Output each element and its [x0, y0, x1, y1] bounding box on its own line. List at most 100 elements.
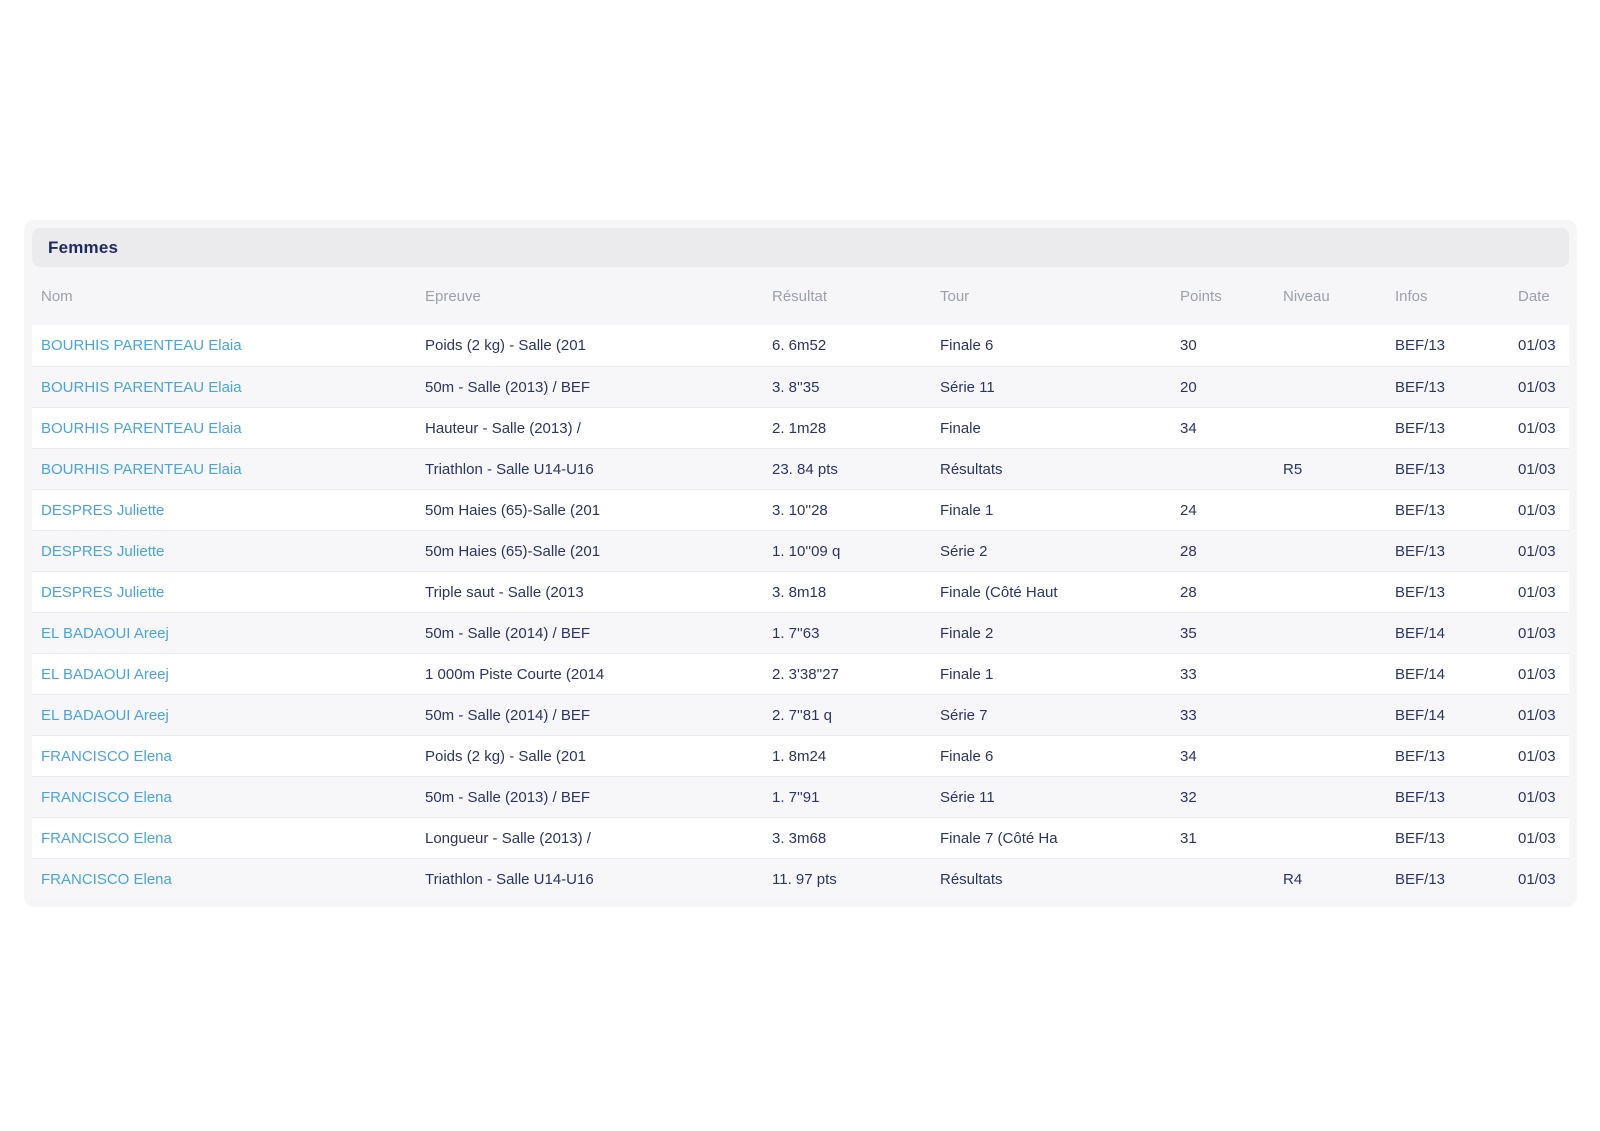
- cell-niveau: R5: [1283, 460, 1303, 478]
- table-row: EL BADAOUI Areej 50m - Salle (2014) / BE…: [32, 612, 1569, 653]
- cell-tour: Finale (Côté Haut: [940, 583, 1058, 601]
- cell-resultat: 2. 1m28: [772, 419, 827, 437]
- cell-points: 34: [1180, 747, 1197, 765]
- cell-nom: BOURHIS PARENTEAU Elaia: [32, 461, 416, 478]
- cell-tour: Série 11: [940, 788, 995, 806]
- table-row: BOURHIS PARENTEAU Elaia Hauteur - Salle …: [32, 407, 1569, 448]
- cell-resultat: 3. 3m68: [772, 829, 827, 847]
- column-header-niveau: Niveau: [1283, 287, 1330, 305]
- cell-epreuve: Poids (2 kg) - Salle (201: [425, 337, 586, 354]
- cell-date: 01/03: [1518, 337, 1556, 354]
- athlete-name-link[interactable]: FRANCISCO Elena: [41, 788, 172, 806]
- cell-date: 01/03: [1518, 870, 1556, 888]
- cell-infos: BEF/13: [1395, 460, 1446, 478]
- athlete-name-link[interactable]: BOURHIS PARENTEAU Elaia: [41, 378, 242, 396]
- cell-points: 32: [1180, 788, 1197, 806]
- athlete-name-link[interactable]: DESPRES Juliette: [41, 542, 165, 560]
- results-panel: Femmes Nom Epreuve Résultat Tour Points …: [24, 220, 1577, 907]
- cell-tour: Finale 1: [940, 665, 994, 683]
- cell-resultat: 3. 10''28: [772, 501, 828, 519]
- cell-nom: BOURHIS PARENTEAU Elaia: [32, 337, 416, 354]
- table-row: FRANCISCO Elena Longueur - Salle (2013) …: [32, 817, 1569, 858]
- table-row: EL BADAOUI Areej 1 000m Piste Courte (20…: [32, 653, 1569, 694]
- athlete-name-link[interactable]: FRANCISCO Elena: [41, 870, 172, 888]
- athlete-name-link[interactable]: EL BADAOUI Areej: [41, 665, 169, 683]
- cell-points: 35: [1180, 624, 1197, 642]
- cell-epreuve: Triathlon - Salle U14-U16: [425, 460, 594, 478]
- cell-points: 30: [1180, 337, 1197, 354]
- cell-tour: Finale 1: [940, 501, 994, 519]
- athlete-name-link[interactable]: FRANCISCO Elena: [41, 747, 172, 765]
- cell-tour: Finale 2: [940, 624, 994, 642]
- table-row: FRANCISCO Elena Poids (2 kg) - Salle (20…: [32, 735, 1569, 776]
- cell-infos: BEF/13: [1395, 870, 1446, 888]
- athlete-name-link[interactable]: DESPRES Juliette: [41, 501, 165, 519]
- column-header-resultat: Résultat: [772, 287, 828, 305]
- cell-epreuve: 50m - Salle (2013) / BEF: [425, 378, 591, 396]
- cell-resultat: 2. 7''81 q: [772, 706, 832, 724]
- cell-nom: FRANCISCO Elena: [32, 871, 416, 888]
- cell-points: 24: [1180, 501, 1197, 519]
- cell-nom: BOURHIS PARENTEAU Elaia: [32, 420, 416, 437]
- cell-tour: Finale 6: [940, 747, 994, 765]
- cell-infos: BEF/13: [1395, 829, 1446, 847]
- cell-epreuve: 50m - Salle (2014) / BEF: [425, 624, 591, 642]
- cell-epreuve: Hauteur - Salle (2013) /: [425, 419, 581, 437]
- table-row: BOURHIS PARENTEAU Elaia Triathlon - Sall…: [32, 448, 1569, 489]
- column-header-nom: Nom: [41, 287, 73, 305]
- athlete-name-link[interactable]: BOURHIS PARENTEAU Elaia: [41, 337, 242, 354]
- table-row: DESPRES Juliette Triple saut - Salle (20…: [32, 571, 1569, 612]
- athlete-name-link[interactable]: DESPRES Juliette: [41, 583, 165, 601]
- cell-date: 01/03: [1518, 419, 1556, 437]
- cell-epreuve: 50m - Salle (2014) / BEF: [425, 706, 591, 724]
- cell-infos: BEF/13: [1395, 501, 1446, 519]
- table-row: BOURHIS PARENTEAU Elaia 50m - Salle (201…: [32, 366, 1569, 407]
- cell-points: 33: [1180, 665, 1197, 683]
- cell-resultat: 23. 84 pts: [772, 460, 838, 478]
- cell-epreuve: Triathlon - Salle U14-U16: [425, 870, 594, 888]
- cell-nom: EL BADAOUI Areej: [32, 625, 416, 642]
- cell-nom: DESPRES Juliette: [32, 584, 416, 601]
- cell-resultat: 3. 8m18: [772, 583, 827, 601]
- table-header-row: Nom Epreuve Résultat Tour Points Niveau …: [32, 267, 1569, 325]
- cell-resultat: 1. 7''63: [772, 624, 820, 642]
- table-row: EL BADAOUI Areej 50m - Salle (2014) / BE…: [32, 694, 1569, 735]
- cell-nom: DESPRES Juliette: [32, 502, 416, 519]
- cell-date: 01/03: [1518, 747, 1556, 765]
- athlete-name-link[interactable]: BOURHIS PARENTEAU Elaia: [41, 419, 242, 437]
- athlete-name-link[interactable]: FRANCISCO Elena: [41, 829, 172, 847]
- cell-epreuve: 50m Haies (65)-Salle (201: [425, 501, 601, 519]
- cell-date: 01/03: [1518, 706, 1556, 724]
- table-row: DESPRES Juliette 50m Haies (65)-Salle (2…: [32, 530, 1569, 571]
- cell-niveau: R4: [1283, 870, 1303, 888]
- cell-tour: Finale 7 (Côté Ha: [940, 829, 1058, 847]
- cell-tour: Série 2: [940, 542, 988, 560]
- athlete-name-link[interactable]: EL BADAOUI Areej: [41, 706, 169, 724]
- column-header-infos: Infos: [1395, 287, 1428, 305]
- cell-infos: BEF/13: [1395, 542, 1446, 560]
- athlete-name-link[interactable]: EL BADAOUI Areej: [41, 624, 169, 642]
- cell-infos: BEF/13: [1395, 378, 1446, 396]
- cell-epreuve: 1 000m Piste Courte (2014: [425, 665, 605, 683]
- cell-points: 28: [1180, 542, 1197, 560]
- cell-date: 01/03: [1518, 378, 1556, 396]
- cell-points: 31: [1180, 829, 1197, 847]
- cell-resultat: 1. 7''91: [772, 788, 820, 806]
- cell-epreuve: Triple saut - Salle (2013: [425, 583, 584, 601]
- cell-date: 01/03: [1518, 542, 1556, 560]
- cell-resultat: 6. 6m52: [772, 337, 827, 354]
- athlete-name-link[interactable]: BOURHIS PARENTEAU Elaia: [41, 460, 242, 478]
- cell-date: 01/03: [1518, 460, 1556, 478]
- cell-date: 01/03: [1518, 788, 1556, 806]
- table-body: BOURHIS PARENTEAU Elaia Poids (2 kg) - S…: [32, 325, 1569, 899]
- cell-nom: BOURHIS PARENTEAU Elaia: [32, 379, 416, 396]
- cell-resultat: 2. 3'38''27: [772, 665, 839, 683]
- cell-epreuve: 50m - Salle (2013) / BEF: [425, 788, 591, 806]
- cell-tour: Résultats: [940, 870, 1003, 888]
- section-header-femmes: Femmes: [32, 228, 1569, 267]
- section-title: Femmes: [48, 237, 119, 257]
- cell-points: 28: [1180, 583, 1197, 601]
- cell-points: 33: [1180, 706, 1197, 724]
- cell-nom: FRANCISCO Elena: [32, 748, 416, 765]
- cell-epreuve: Longueur - Salle (2013) /: [425, 829, 591, 847]
